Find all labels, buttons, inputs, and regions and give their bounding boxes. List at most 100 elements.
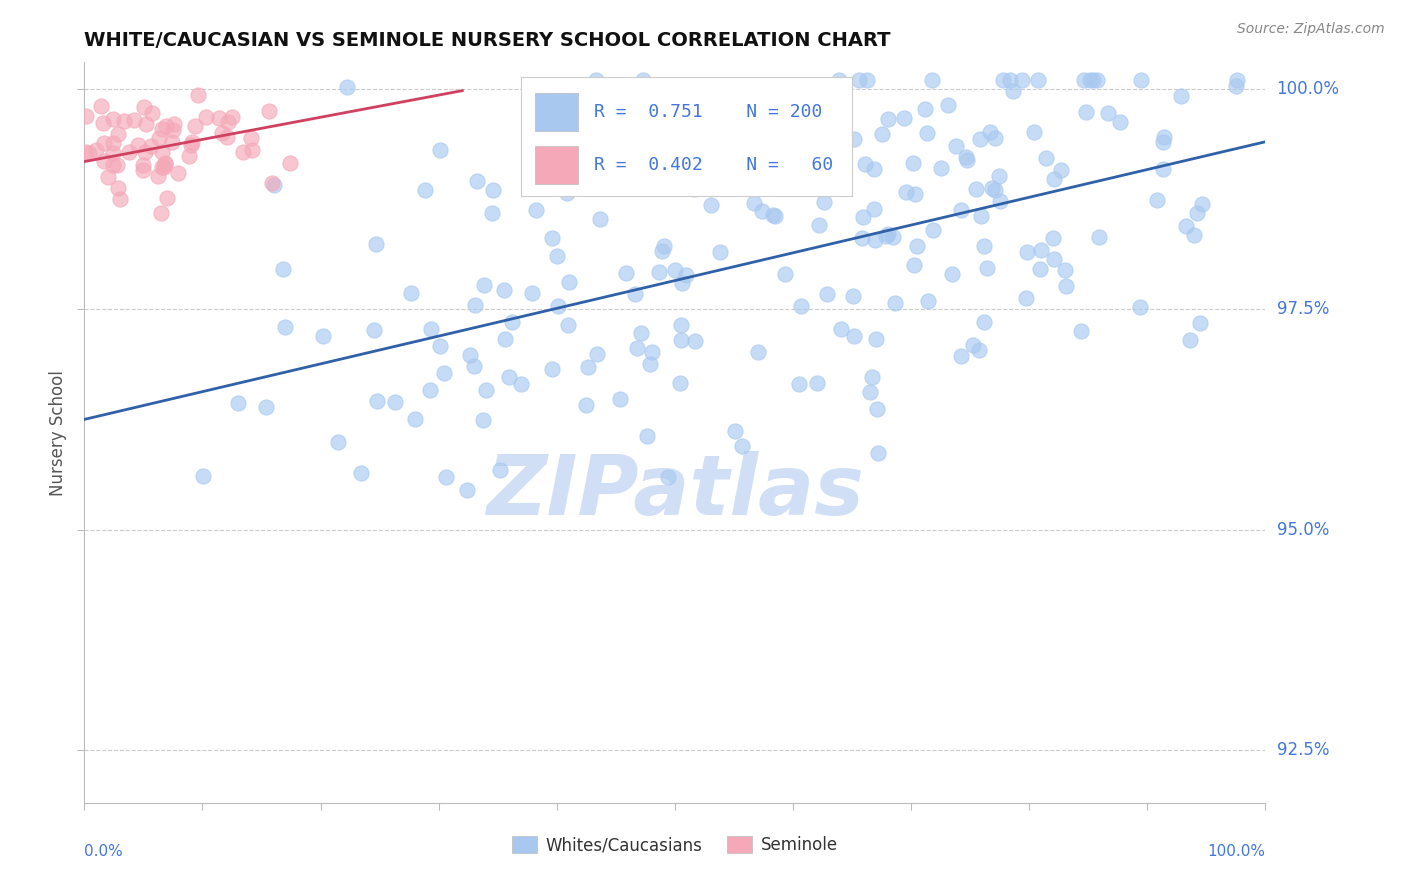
Point (180, 137, 202, 152)
Point (557, 186, 579, 200)
Point (547, 299, 569, 313)
Point (177, 149, 200, 163)
Point (211, 126, 233, 140)
Point (870, 127, 893, 141)
Point (271, 261, 294, 276)
Point (769, 85, 792, 99)
Point (821, 112, 844, 127)
Point (558, 275, 581, 289)
Point (1074, 104, 1097, 119)
Point (434, 470, 457, 484)
Text: 92.5%: 92.5% (1277, 741, 1329, 759)
Point (184, 119, 207, 133)
Point (93, 154, 115, 169)
Point (77, 145, 100, 160)
Point (676, 117, 699, 131)
Point (1042, 171, 1064, 186)
Point (540, 231, 562, 245)
Text: ZIPatlas: ZIPatlas (486, 451, 863, 533)
Point (429, 143, 451, 157)
Point (208, 111, 231, 125)
Point (1043, 252, 1066, 266)
Point (688, 164, 710, 178)
Point (671, 333, 693, 347)
Text: 97.5%: 97.5% (1277, 301, 1329, 318)
Point (135, 118, 157, 132)
Point (1191, 196, 1213, 211)
Point (759, 177, 782, 191)
Point (983, 131, 1005, 145)
Point (998, 73, 1021, 87)
Point (709, 244, 731, 259)
Text: 95.0%: 95.0% (1277, 521, 1329, 539)
Point (501, 315, 523, 329)
Point (122, 112, 145, 127)
Point (105, 158, 128, 172)
Point (141, 106, 163, 120)
Point (773, 267, 796, 281)
Point (524, 203, 547, 218)
Point (671, 318, 693, 332)
Point (981, 181, 1004, 195)
Point (311, 329, 333, 343)
Point (863, 202, 886, 216)
Point (1170, 89, 1192, 103)
Y-axis label: Nursery School: Nursery School (49, 369, 67, 496)
Point (465, 174, 488, 188)
Point (589, 212, 612, 227)
Point (866, 446, 889, 460)
Point (263, 178, 285, 192)
Point (150, 206, 173, 220)
Point (852, 210, 875, 224)
Point (103, 145, 125, 160)
Point (859, 384, 882, 399)
Point (557, 318, 579, 333)
Point (865, 333, 887, 347)
Point (163, 117, 186, 131)
Point (429, 339, 451, 353)
Point (384, 395, 406, 409)
Point (689, 173, 711, 187)
Point (949, 349, 972, 363)
Point (217, 115, 239, 129)
Point (1015, 292, 1038, 306)
Text: Source: ZipAtlas.com: Source: ZipAtlas.com (1237, 22, 1385, 37)
Point (1178, 333, 1201, 347)
Point (917, 293, 939, 308)
Point (240, 143, 263, 157)
Point (456, 483, 478, 497)
Point (851, 231, 873, 245)
Legend: Whites/Caucasians, Seminole: Whites/Caucasians, Seminole (505, 830, 845, 861)
Point (860, 369, 883, 384)
Point (747, 140, 769, 154)
Point (893, 111, 915, 125)
Point (522, 285, 544, 300)
Point (195, 110, 218, 124)
Point (1187, 206, 1209, 220)
Point (991, 73, 1014, 87)
Point (226, 396, 249, 410)
Point (463, 359, 485, 374)
Point (150, 145, 173, 159)
Point (472, 413, 495, 427)
Point (1152, 162, 1174, 177)
Point (640, 357, 662, 371)
Point (970, 209, 993, 223)
Point (877, 112, 900, 126)
Point (941, 267, 963, 281)
Point (626, 341, 648, 355)
Point (273, 319, 295, 334)
Point (723, 143, 745, 157)
Point (1088, 230, 1111, 244)
Point (583, 167, 606, 181)
Point (973, 239, 995, 253)
Point (1028, 262, 1050, 277)
Point (489, 463, 512, 477)
Point (127, 137, 149, 152)
Point (903, 258, 925, 272)
Point (1108, 115, 1130, 129)
Point (1073, 73, 1095, 87)
Point (413, 183, 436, 197)
Point (1174, 219, 1197, 234)
Point (482, 183, 505, 197)
